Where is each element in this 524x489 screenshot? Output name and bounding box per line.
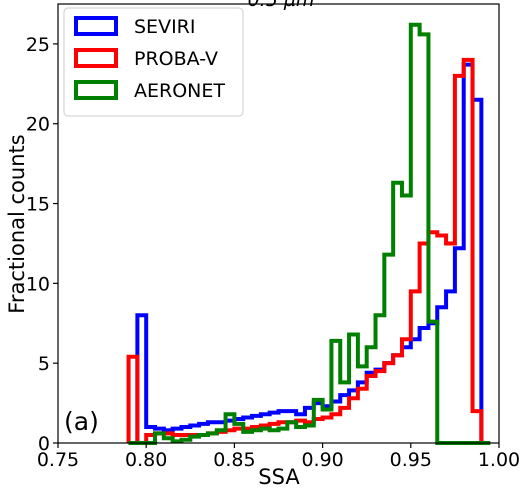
series-aeronet-histogram	[128, 22, 491, 445]
y-axis-ticks: 0 5 10 15 20 25	[26, 34, 58, 455]
x-axis-label: SSA	[258, 465, 300, 489]
plot-frame	[57, 3, 500, 444]
x-tick-label: 0.95	[390, 449, 432, 471]
x-tick-label: 0.85	[213, 449, 255, 471]
chart-title: 0.5 µm	[248, 0, 315, 11]
legend-entries: SEVIRI PROBA-V AERONET	[74, 16, 225, 102]
x-tick-label: 0.80	[125, 449, 167, 471]
y-tick-label: 25	[26, 34, 50, 56]
series-layer	[126, 22, 491, 445]
legend: SEVIRI PROBA-V AERONET	[63, 7, 244, 117]
panel-label: (a)	[64, 407, 99, 436]
legend-label: SEVIRI	[134, 16, 195, 38]
y-tick-label: 20	[26, 114, 50, 136]
x-tick-label: 1.00	[478, 449, 520, 471]
y-tick-label: 10	[26, 273, 50, 295]
y-tick-label: 15	[26, 194, 50, 216]
legend-label: PROBA-V	[134, 48, 218, 70]
x-tick-label: 0.75	[37, 449, 79, 471]
y-tick-label: 5	[38, 353, 50, 375]
x-tick-label: 0.90	[301, 449, 343, 471]
legend-swatch	[74, 16, 118, 36]
legend-swatch	[74, 48, 118, 68]
y-axis-label: Fractional counts	[5, 134, 29, 313]
legend-label: AERONET	[134, 80, 225, 102]
legend-swatch	[74, 80, 118, 100]
x-axis-ticks: 0.75 0.80 0.85 0.90 0.95 1.00	[37, 443, 520, 471]
y-tick-label: 0	[38, 433, 50, 455]
